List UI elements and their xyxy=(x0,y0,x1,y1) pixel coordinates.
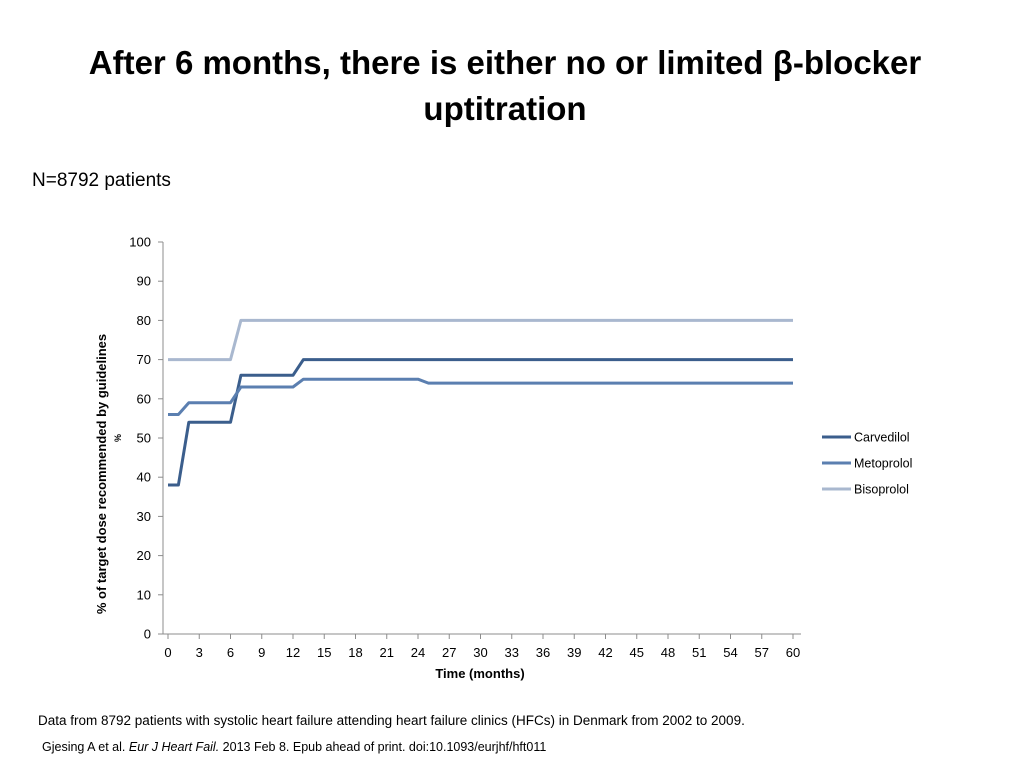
x-tick-label: 48 xyxy=(661,645,675,660)
y-tick-label: 100 xyxy=(129,235,151,250)
legend-label-bisoprolol: Bisoprolol xyxy=(854,483,909,497)
series-line-metoprolol xyxy=(168,377,793,416)
x-tick-label: 21 xyxy=(380,645,394,660)
x-tick-label: 30 xyxy=(473,645,487,660)
x-tick-label: 27 xyxy=(442,645,456,660)
data-source-note: Data from 8792 patients with systolic he… xyxy=(38,713,745,728)
slide-title: After 6 months, there is either no or li… xyxy=(0,40,1010,132)
y-tick-label: 50 xyxy=(137,431,151,446)
x-tick-label: 18 xyxy=(348,645,362,660)
patient-count: N=8792 patients xyxy=(32,170,171,191)
x-axis-title: Time (months) xyxy=(435,666,524,681)
citation-journal: Eur J Heart Fail. xyxy=(128,740,220,754)
series-line-carvedilol xyxy=(168,358,793,487)
x-tick-label: 6 xyxy=(227,645,234,660)
x-tick-label: 51 xyxy=(692,645,706,660)
y-tick-label: 40 xyxy=(137,470,151,485)
citation: Gjesing A et al. Eur J Heart Fail. 2013 … xyxy=(42,740,546,754)
series-line-bisoprolol xyxy=(168,318,793,362)
y-tick-label: 60 xyxy=(137,391,151,406)
y-axis-stray-mark: % xyxy=(113,434,123,442)
x-tick-label: 12 xyxy=(286,645,300,660)
x-tick-label: 39 xyxy=(567,645,581,660)
x-tick-label: 33 xyxy=(505,645,519,660)
y-tick-label: 10 xyxy=(137,587,151,602)
x-tick-label: 45 xyxy=(630,645,644,660)
citation-authors: Gjesing A et al. xyxy=(42,740,126,754)
x-tick-label: 0 xyxy=(164,645,171,660)
y-tick-label: 90 xyxy=(137,274,151,289)
x-tick-label: 15 xyxy=(317,645,331,660)
slide-title-line1: After 6 months, there is either no or li… xyxy=(88,44,922,81)
y-axis-title: % of target dose recommended by guidelin… xyxy=(94,334,109,614)
y-tick-label: 80 xyxy=(137,313,151,328)
x-tick-label: 24 xyxy=(411,645,425,660)
legend-label-metoprolol: Metoprolol xyxy=(854,457,912,471)
y-tick-label: 30 xyxy=(137,509,151,524)
x-tick-label: 42 xyxy=(598,645,612,660)
x-tick-label: 36 xyxy=(536,645,550,660)
x-tick-label: 9 xyxy=(258,645,265,660)
y-tick-label: 20 xyxy=(137,548,151,563)
citation-details: 2013 Feb 8. Epub ahead of print. doi:10.… xyxy=(222,740,547,754)
x-tick-label: 60 xyxy=(786,645,800,660)
x-tick-label: 57 xyxy=(755,645,769,660)
y-tick-label: 70 xyxy=(137,352,151,367)
y-tick-label: 0 xyxy=(144,627,151,642)
x-tick-label: 54 xyxy=(723,645,737,660)
slide-title-line2: uptitration xyxy=(423,90,587,127)
x-tick-label: 3 xyxy=(196,645,203,660)
legend-label-carvedilol: Carvedilol xyxy=(854,431,910,445)
